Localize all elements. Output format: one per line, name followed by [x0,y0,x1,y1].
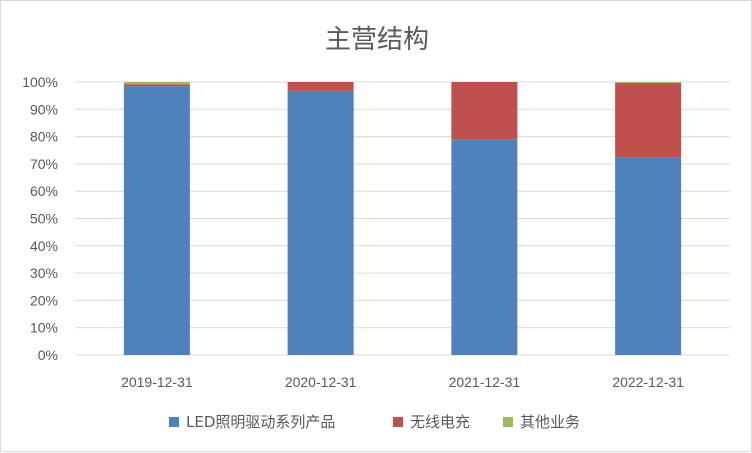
y-tick-label: 100% [22,74,58,90]
bar-segment [287,82,354,91]
legend-label: 无线电充 [410,413,470,431]
bar-segment [451,139,518,355]
y-tick-label: 60% [30,183,58,199]
x-tick-label: 2022-12-31 [612,374,684,390]
legend-swatch [169,417,179,427]
bar-segment [123,84,190,87]
bar-segment [615,82,682,158]
x-tick-label: 2021-12-31 [449,374,521,390]
y-tick-label: 20% [30,292,58,308]
x-axis-ticks: 2019-12-31 2020-12-31 2021-12-31 2022-12-31 [121,374,684,390]
y-tick-label: 70% [30,156,58,172]
bar-segment [615,82,682,83]
chart-title: 主营结构 [325,25,429,55]
y-axis-ticks: 0% 10% 20% 30% 40% 50% 60% 70% 80% 90% 100% [22,74,58,363]
bar-segment [451,82,518,140]
y-tick-label: 90% [30,101,58,117]
y-tick-label: 30% [30,265,58,281]
bar-segment [615,157,682,355]
bar-segment [123,86,190,355]
bar-segment [287,90,354,356]
legend: LED照明驱动系列产品 无线电充 其他业务 [169,413,580,431]
x-tick-label: 2020-12-31 [285,374,357,390]
bars [123,82,682,356]
legend-swatch [393,417,403,427]
y-tick-label: 80% [30,129,58,145]
legend-label: LED照明驱动系列产品 [186,413,335,431]
y-tick-label: 50% [30,211,58,227]
y-tick-label: 0% [38,347,58,363]
y-tick-label: 40% [30,238,58,254]
legend-swatch [503,417,513,427]
y-tick-label: 10% [30,320,58,336]
legend-label: 其他业务 [520,413,580,431]
bar-segment [123,82,190,85]
x-tick-label: 2019-12-31 [121,374,193,390]
